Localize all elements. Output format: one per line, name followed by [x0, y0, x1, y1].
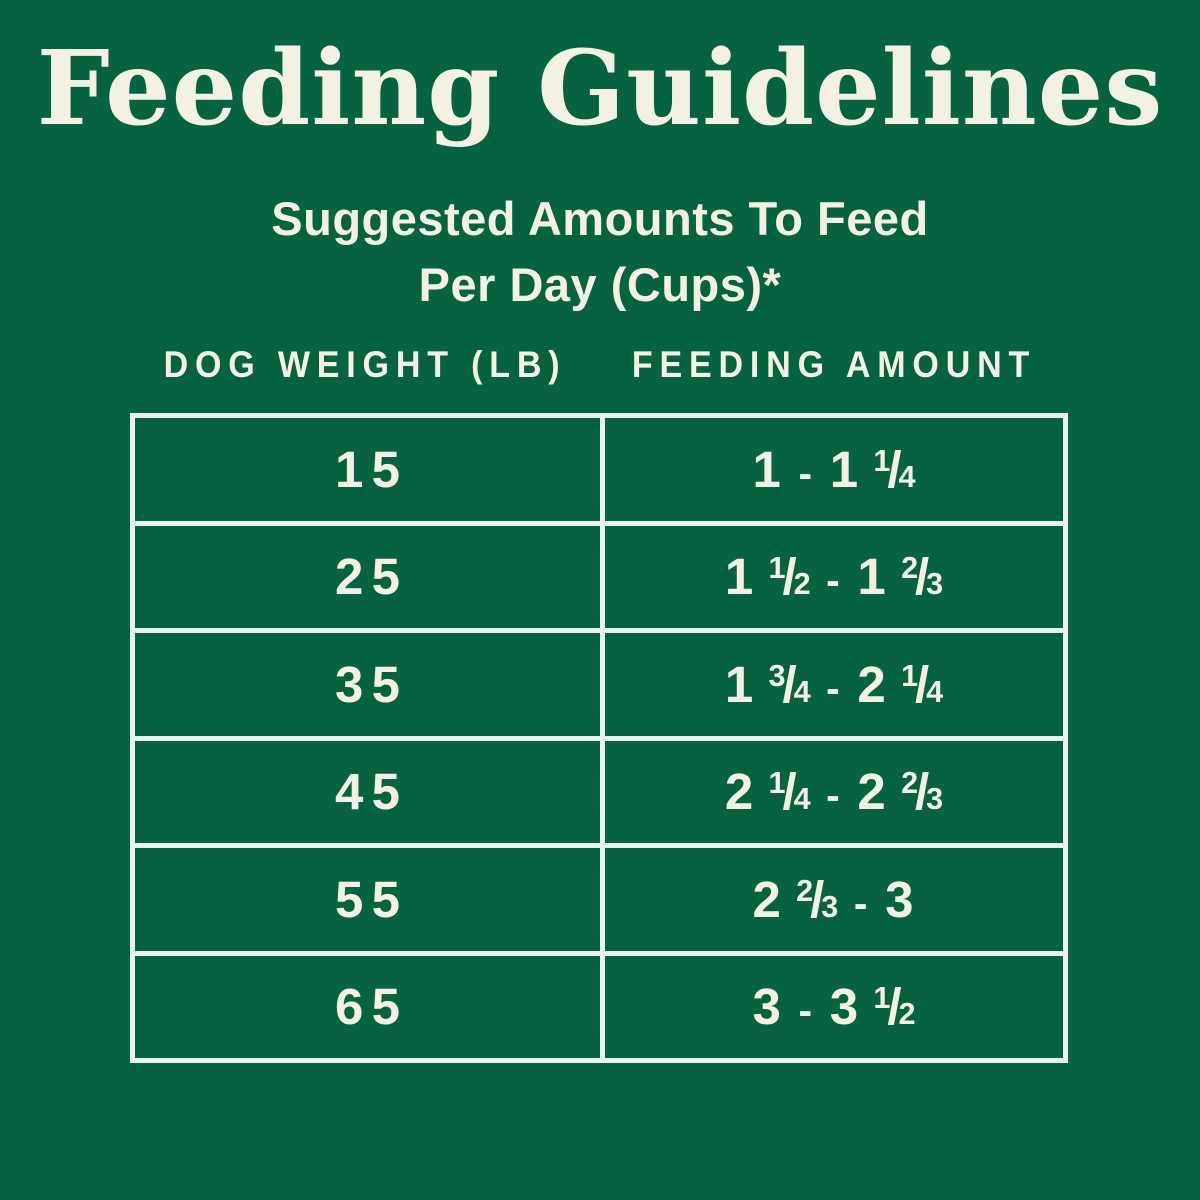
- feeding-amount-cell: 1-1 1/4: [752, 440, 916, 498]
- table-row: 15 1-1 1/4: [135, 418, 1063, 521]
- dog-weight-cell: 25: [135, 525, 605, 628]
- table-row: 45 2 1/4-2 2/3: [135, 735, 1063, 843]
- column-headers: DOG WEIGHT (LB) FEEDING AMOUNT: [130, 344, 1068, 386]
- page-title: Feeding Guidelines: [36, 28, 1164, 149]
- dog-weight-cell: 35: [135, 633, 605, 736]
- feeding-amount-cell: 3-3 1/2: [752, 978, 916, 1036]
- column-header-dog-weight: DOG WEIGHT (LB): [163, 344, 567, 385]
- feeding-amount-cell: 2 1/4-2 2/3: [724, 763, 944, 821]
- dog-weight-cell: 15: [135, 418, 605, 521]
- table-row: 35 1 3/4-2 1/4: [135, 628, 1063, 736]
- feeding-amount-cell: 1 3/4-2 1/4: [724, 655, 944, 713]
- feeding-amount-cell: 2 2/3-3: [752, 870, 916, 928]
- dog-weight-cell: 55: [135, 848, 605, 951]
- feeding-amount-cell: 1 1/2-1 2/3: [724, 548, 944, 606]
- table-row: 65 3-3 1/2: [135, 950, 1063, 1058]
- column-header-feeding-amount: FEEDING AMOUNT: [631, 344, 1037, 385]
- subtitle-line-2: Per Day (Cups)*: [418, 258, 782, 311]
- subtitle-line-1: Suggested Amounts To Feed: [271, 192, 929, 245]
- dog-weight-cell: 45: [135, 740, 605, 843]
- table-row: 55 2 2/3-3: [135, 843, 1063, 951]
- table-row: 25 1 1/2-1 2/3: [135, 520, 1063, 628]
- feeding-table: 15 1-1 1/4 25 1 1/2-1 2/3 35 1 3/4-2 1/4 45 2 1/4-2 2/…: [130, 413, 1068, 1063]
- dog-weight-cell: 65: [135, 955, 605, 1058]
- subtitle: Suggested Amounts To Feed Per Day (Cups)…: [0, 186, 1200, 318]
